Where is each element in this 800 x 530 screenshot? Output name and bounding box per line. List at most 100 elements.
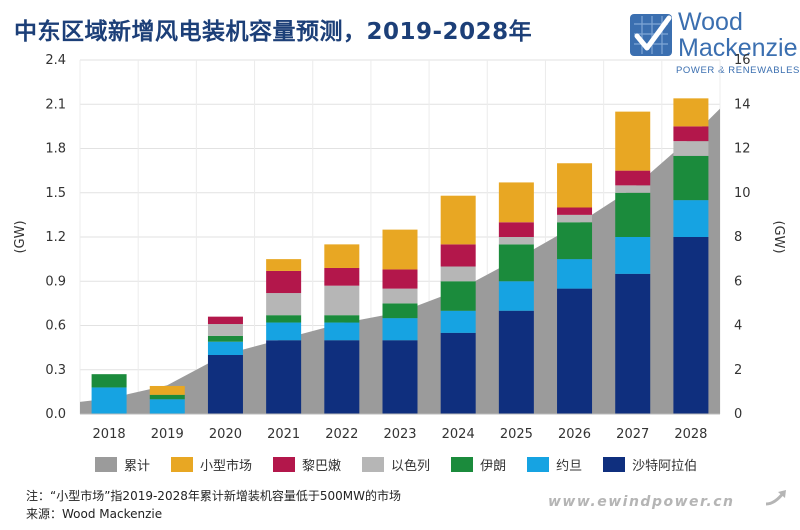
x-tick-label: 2019	[151, 427, 184, 442]
bar-segment	[673, 98, 709, 127]
axes-group: 0.0 0.3 0.6 0.9 1.2 1.5 1.8 2.1 2.4 0 2 4 6 8 10 12 14 16…	[13, 53, 786, 442]
bar-segment	[266, 270, 302, 294]
legend-label: 累计	[124, 459, 151, 474]
legend-item: 黎巴嫩	[273, 455, 341, 474]
y2-tick-label: 8	[734, 230, 742, 245]
x-tick-label: 2018	[93, 427, 126, 442]
bar-segment	[266, 340, 302, 414]
x-tick-label: 2021	[267, 427, 300, 442]
y2-tick-label: 0	[734, 407, 742, 422]
bar-segment	[91, 374, 127, 388]
bar-segment	[382, 229, 418, 270]
bar-segment	[557, 163, 593, 208]
bar-segment	[615, 170, 651, 186]
bar-segment	[498, 237, 534, 245]
bar-segment	[557, 259, 593, 289]
y-tick-label: 2.1	[45, 97, 66, 112]
legend-item: 累计	[95, 455, 150, 474]
y-tick-label: 0.6	[45, 319, 66, 334]
legend-label: 伊朗	[480, 459, 507, 474]
bar-segment	[615, 185, 651, 193]
y2-tick-label: 10	[734, 186, 751, 201]
bar-segment	[382, 269, 418, 289]
bar-segment	[266, 293, 302, 316]
bar-segment	[498, 222, 534, 237]
logo-tagline: POWER & RENEWABLES	[676, 65, 800, 76]
bar-segment	[149, 399, 185, 414]
bar-segment	[673, 126, 709, 142]
bar-segment	[266, 315, 302, 323]
bar-segment	[498, 182, 534, 223]
bar-segment	[440, 281, 476, 311]
bar-segment	[207, 324, 243, 336]
bar-segment	[324, 285, 360, 316]
bar-segment	[324, 340, 360, 414]
bar-segment	[324, 322, 360, 341]
bar-segment	[440, 266, 476, 282]
bar-segment	[673, 200, 709, 237]
y2-tick-label: 6	[734, 274, 742, 289]
y2-axis-label: (GW)	[771, 220, 786, 253]
bar-segment	[207, 341, 243, 355]
x-tick-label: 2026	[558, 427, 591, 442]
legend-item: 以色列	[362, 455, 430, 474]
bar-segment	[557, 222, 593, 260]
bar-segment	[149, 394, 185, 400]
y2-tick-label: 4	[734, 319, 742, 334]
legend-label: 约旦	[556, 459, 583, 474]
x-tick-label: 2027	[616, 427, 649, 442]
bar-segment	[266, 259, 302, 271]
bar-segment	[382, 340, 418, 414]
y-tick-label: 1.2	[45, 230, 66, 245]
bar-segment	[382, 303, 418, 319]
logo-word-1: Wood	[678, 8, 743, 36]
bar-segment	[207, 355, 243, 414]
globe-check-icon	[630, 14, 672, 56]
bar-segment	[673, 155, 709, 201]
y2-tick-label: 12	[734, 142, 751, 157]
y-tick-label: 1.5	[45, 186, 66, 201]
bar-segment	[382, 318, 418, 341]
y-tick-label: 0.3	[45, 363, 66, 378]
x-tick-label: 2028	[674, 427, 707, 442]
source-note: 来源：Wood Mackenzie	[26, 507, 163, 521]
bar-segment	[324, 244, 360, 268]
y-axis-label: (GW)	[13, 220, 28, 253]
legend-label: 以色列	[391, 459, 431, 474]
bar-segment	[615, 273, 651, 414]
y2-tick-label: 14	[734, 97, 751, 112]
bar-segment	[440, 195, 476, 245]
bar-segment	[324, 315, 360, 323]
bar-segment	[498, 281, 534, 311]
legend-swatch	[171, 457, 194, 472]
logo-word-2: Mackenzie	[678, 34, 798, 62]
footnote: 注：“小型市场”指2019-2028年累计新增装机容量低于500MW的市场	[26, 489, 401, 503]
bar-segment	[382, 288, 418, 304]
bar-segment	[324, 267, 360, 286]
legend-item: 约旦	[527, 455, 582, 474]
bar-segment	[207, 316, 243, 325]
x-tick-label: 2023	[383, 427, 416, 442]
legend-item: 小型市场	[171, 455, 252, 474]
x-tick-label: 2022	[325, 427, 358, 442]
legend-swatch	[95, 457, 117, 472]
bars-group	[91, 98, 709, 414]
bar-segment	[440, 332, 476, 414]
watermark-arrow-icon	[765, 490, 786, 506]
y2-tick-label: 2	[734, 363, 742, 378]
x-tick-label: 2025	[500, 427, 533, 442]
y-tick-label: 1.8	[45, 142, 66, 157]
bar-segment	[673, 141, 709, 156]
y-tick-label: 2.4	[45, 53, 66, 68]
legend-swatch	[527, 457, 550, 472]
legend-swatch	[451, 457, 474, 472]
bar-segment	[266, 322, 302, 341]
legend-item: 伊朗	[451, 455, 506, 474]
legend-swatch	[603, 457, 626, 472]
bar-segment	[615, 192, 651, 237]
bar-segment	[91, 387, 127, 414]
legend-label: 小型市场	[200, 459, 253, 474]
bar-segment	[207, 335, 243, 342]
watermark: www.ewindpower.cn	[548, 494, 735, 510]
